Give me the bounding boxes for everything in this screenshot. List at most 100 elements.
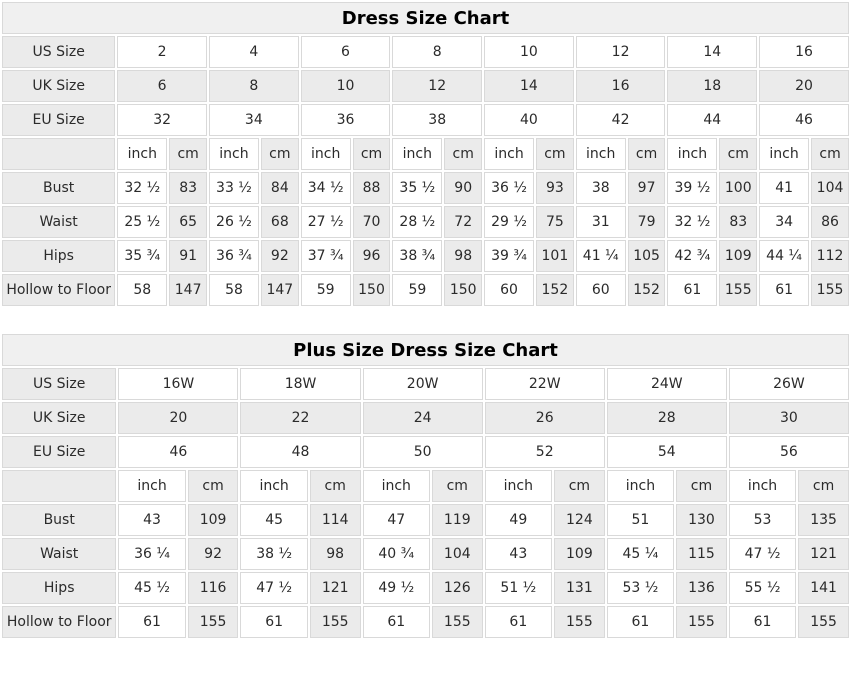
row-label-cell: Bust — [2, 504, 117, 536]
measurement-value-cell-inch: 39 ¾ — [484, 240, 535, 272]
measurement-value-cell-inch: 43 — [118, 504, 186, 536]
unit-header-cell-cm: cm — [553, 470, 605, 502]
measurement-value-cell-cm: 131 — [553, 572, 605, 604]
measurement-value-cell-cm: 147 — [260, 274, 299, 306]
measurement-value-cell-cm: 90 — [444, 172, 483, 204]
measurement-value-cell-inch: 51 ½ — [484, 572, 552, 604]
row-label-cell: EU Size — [2, 104, 116, 136]
size-row: EU Size 32 34 36 38 40 42 44 46 — [2, 104, 849, 136]
size-row: UK Size 20 22 24 26 28 30 — [2, 402, 849, 434]
measurement-value-cell-cm: 79 — [627, 206, 666, 238]
size-value-cell: 18W — [240, 368, 361, 400]
size-value-cell: 20 — [118, 402, 239, 434]
size-chart-page: Dress Size Chart US Size 2 4 6 8 10 12 14 16 UK Si… — [0, 2, 851, 640]
size-row: US Size 2 4 6 8 10 12 14 16 — [2, 36, 849, 68]
measurement-value-cell-cm: 155 — [309, 606, 361, 638]
unit-header-cell-cm: cm — [187, 470, 239, 502]
measurement-value-cell-inch: 49 — [484, 504, 552, 536]
measurement-value-cell-inch: 35 ¾ — [117, 240, 168, 272]
measurement-value-cell-cm: 155 — [719, 274, 758, 306]
size-value-cell: 10 — [300, 70, 391, 102]
unit-header-cell-inch: inch — [484, 470, 552, 502]
size-value-cell: 26W — [728, 368, 849, 400]
size-value-cell: 56 — [728, 436, 849, 468]
measurement-value-cell-inch: 61 — [759, 274, 810, 306]
unit-header-row: inch cm inch cm inch cm inch cm inch cm inch cm inch… — [2, 138, 849, 170]
measurement-value-cell-cm: 135 — [798, 504, 849, 536]
measurement-value-cell-cm: 155 — [676, 606, 727, 638]
unit-header-cell-inch: inch — [728, 470, 797, 502]
measurement-value-cell-cm: 114 — [309, 504, 361, 536]
measurement-value-cell-cm: 101 — [536, 240, 574, 272]
unit-header-row: inch cm inch cm inch cm inch cm inch cm inch cm — [2, 470, 849, 502]
size-value-cell: 2 — [117, 36, 207, 68]
size-value-cell: 16 — [575, 70, 666, 102]
size-value-cell: 40 — [484, 104, 574, 136]
size-value-cell: 28 — [606, 402, 727, 434]
measurement-value-cell-inch: 61 — [118, 606, 186, 638]
unit-row-label-cell — [2, 470, 117, 502]
row-label-cell: Hollow to Floor — [2, 606, 117, 638]
size-value-cell: 48 — [240, 436, 361, 468]
unit-header-cell-inch: inch — [240, 470, 308, 502]
measurement-value-cell-cm: 97 — [627, 172, 666, 204]
unit-header-cell-cm: cm — [719, 138, 758, 170]
size-value-cell: 6 — [117, 70, 207, 102]
size-value-cell: 44 — [667, 104, 758, 136]
measurement-value-cell-inch: 61 — [728, 606, 797, 638]
measurement-row: Waist 36 ¼ 92 38 ½ 98 40 ¾ 104 43 109 45 ¼ 115 47 ½… — [2, 538, 849, 570]
measurement-value-cell-inch: 35 ½ — [392, 172, 443, 204]
measurement-value-cell-inch: 29 ½ — [484, 206, 535, 238]
row-label-cell: Hips — [2, 572, 117, 604]
size-value-cell: 10 — [484, 36, 574, 68]
unit-header-cell-cm: cm — [431, 470, 483, 502]
size-value-cell: 24W — [606, 368, 727, 400]
measurement-row: Bust 43 109 45 114 47 119 49 124 51 130 53 135 — [2, 504, 849, 536]
measurement-value-cell-inch: 60 — [575, 274, 626, 306]
measurement-value-cell-cm: 124 — [553, 504, 605, 536]
plus-size-dress-size-chart-table: Plus Size Dress Size Chart US Size 16W 18W 2… — [0, 332, 851, 640]
measurement-row: Hollow to Floor 61 155 61 155 61 155 61 155 61 155… — [2, 606, 849, 638]
measurement-value-cell-cm: 121 — [309, 572, 361, 604]
measurement-value-cell-cm: 150 — [352, 274, 391, 306]
measurement-value-cell-inch: 28 ½ — [392, 206, 443, 238]
size-value-cell: 20W — [362, 368, 483, 400]
measurement-value-cell-inch: 45 ½ — [118, 572, 186, 604]
measurement-value-cell-inch: 27 ½ — [300, 206, 351, 238]
table-title: Plus Size Dress Size Chart — [2, 334, 849, 366]
measurement-value-cell-cm: 70 — [352, 206, 391, 238]
measurement-value-cell-cm: 155 — [553, 606, 605, 638]
measurement-value-cell-inch: 36 ¼ — [118, 538, 186, 570]
table-title-row: Dress Size Chart — [2, 2, 849, 34]
measurement-value-cell-cm: 86 — [811, 206, 849, 238]
unit-header-cell-cm: cm — [536, 138, 574, 170]
measurement-value-cell-cm: 96 — [352, 240, 391, 272]
measurement-value-cell-inch: 36 ¾ — [208, 240, 259, 272]
measurement-value-cell-cm: 150 — [444, 274, 483, 306]
size-value-cell: 32 — [117, 104, 207, 136]
measurement-value-cell-cm: 109 — [719, 240, 758, 272]
measurement-value-cell-inch: 53 ½ — [606, 572, 675, 604]
measurement-value-cell-inch: 34 ½ — [300, 172, 351, 204]
measurement-value-cell-inch: 60 — [484, 274, 535, 306]
measurement-value-cell-cm: 75 — [536, 206, 574, 238]
measurement-value-cell-inch: 61 — [362, 606, 430, 638]
measurement-value-cell-inch: 39 ½ — [667, 172, 718, 204]
unit-header-cell-inch: inch — [484, 138, 535, 170]
measurement-value-cell-inch: 38 ¾ — [392, 240, 443, 272]
measurement-row: Hollow to Floor 58 147 58 147 59 150 59 150 60 152… — [2, 274, 849, 306]
measurement-value-cell-cm: 121 — [798, 538, 849, 570]
measurement-row: Bust 32 ½ 83 33 ½ 84 34 ½ 88 35 ½ 90 36 ½ 93 38 97 39… — [2, 172, 849, 204]
size-value-cell: 14 — [484, 70, 574, 102]
measurement-value-cell-inch: 58 — [208, 274, 259, 306]
measurement-value-cell-cm: 155 — [187, 606, 239, 638]
unit-header-cell-cm: cm — [444, 138, 483, 170]
unit-header-cell-cm: cm — [676, 470, 727, 502]
unit-header-cell-inch: inch — [117, 138, 168, 170]
row-label-cell: Hollow to Floor — [2, 274, 116, 306]
size-value-cell: 14 — [667, 36, 758, 68]
size-value-cell: 38 — [392, 104, 483, 136]
measurement-value-cell-cm: 104 — [811, 172, 849, 204]
size-value-cell: 12 — [575, 36, 666, 68]
unit-header-cell-inch: inch — [575, 138, 626, 170]
